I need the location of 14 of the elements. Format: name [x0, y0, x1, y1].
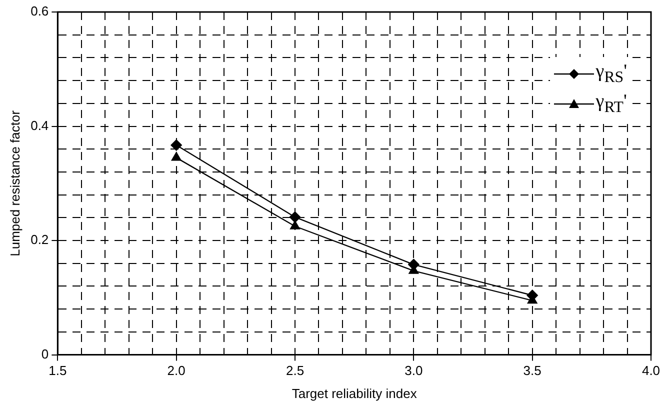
x-tick-label: 2.5 — [286, 363, 304, 378]
y-tick-label: 0.6 — [30, 4, 49, 19]
y-axis-title: Lumped resistance factor — [7, 110, 22, 256]
y-tick-label: 0.4 — [30, 118, 49, 133]
x-tick-label: 2.0 — [167, 363, 186, 378]
x-tick-label: 4.0 — [642, 363, 660, 378]
y-tick-label: 0.2 — [30, 232, 49, 248]
legend-label: γ$_{RS}$' — [596, 61, 627, 87]
y-tick-label: 0 — [41, 346, 49, 362]
x-tick-label: 3.5 — [523, 363, 542, 378]
x-axis-title: Target reliability index — [292, 386, 418, 401]
x-tick-label: 1.5 — [48, 363, 67, 378]
x-tick-label: 3.0 — [404, 363, 423, 378]
legend-label: γ$_{RT}$' — [596, 91, 627, 117]
